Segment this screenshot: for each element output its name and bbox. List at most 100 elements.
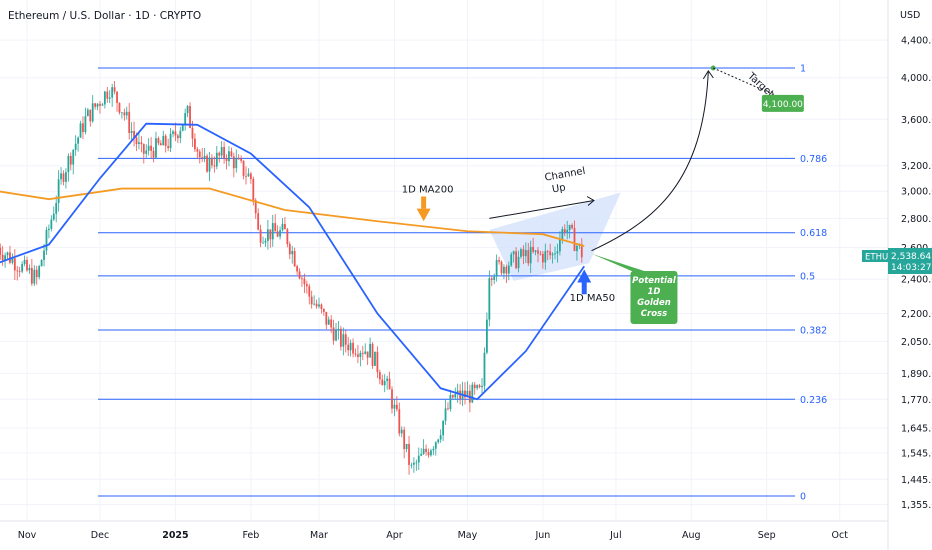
candle-body	[13, 258, 16, 271]
candle-body	[371, 343, 374, 366]
candle-body	[546, 251, 549, 252]
golden-cross-text: 1D	[647, 287, 660, 297]
candle-body	[201, 157, 204, 159]
price-tick-label: 3,000.00	[901, 187, 932, 198]
candle-body	[23, 259, 26, 264]
candle-body	[157, 138, 160, 144]
ticker-badge[interactable]: ETHUSD 2,538.64 14:03:27	[862, 248, 932, 274]
candle-body	[449, 395, 452, 410]
candle-body	[237, 158, 240, 160]
projection-curve	[591, 70, 709, 252]
candle-body	[359, 352, 362, 357]
candle-body	[235, 158, 238, 169]
candle-body	[395, 404, 398, 410]
candle-body	[9, 252, 11, 263]
candle-body	[400, 429, 403, 434]
candle-body	[1, 254, 4, 260]
candle-body	[432, 448, 435, 451]
candle-body	[473, 384, 476, 389]
candle-body	[116, 91, 118, 103]
candle-body	[215, 152, 218, 167]
candle-body	[381, 379, 384, 386]
candle-body	[524, 250, 527, 257]
target-value: 4,100.00	[763, 100, 803, 110]
candle-body	[364, 351, 367, 354]
candle-body	[503, 266, 505, 274]
fib-retracement[interactable]: 1 0.786 0.618 0.5 0.382 0.236 0	[98, 64, 827, 503]
candle-body	[267, 229, 269, 241]
ma50-annotation: 1D MA50	[570, 293, 615, 304]
candle-body	[520, 249, 522, 257]
time-tick-label: Nov	[18, 530, 37, 541]
candle-body	[488, 278, 491, 320]
price-tick-label: 1,445.00	[901, 475, 932, 486]
candle-body	[439, 435, 442, 440]
candle-body	[527, 250, 530, 264]
candle-body	[181, 125, 184, 131]
candle-body	[393, 404, 396, 409]
time-tick-label: Jul	[609, 530, 621, 541]
candle-body	[561, 229, 564, 240]
candle-body	[464, 390, 466, 398]
candle-body	[532, 246, 535, 252]
candle-body	[274, 223, 277, 232]
candle-body	[121, 112, 123, 114]
candle-body	[164, 135, 167, 146]
candle-body	[113, 87, 116, 92]
candle-body	[138, 142, 140, 144]
candle-body	[447, 408, 449, 410]
price-tick-label: 1,890.00	[901, 369, 932, 380]
ma200-annotation: 1D MA200	[402, 185, 454, 196]
candle-body	[135, 137, 138, 144]
candle-body	[228, 151, 230, 162]
candle-body	[220, 147, 223, 156]
candle-body	[35, 269, 38, 278]
candle-body	[128, 111, 131, 133]
candle-body	[352, 342, 354, 354]
candle-body	[408, 443, 410, 465]
candle-body	[269, 229, 272, 240]
candle-body	[162, 135, 165, 146]
candle-body	[512, 251, 515, 255]
candle-body	[515, 251, 517, 269]
target-value-box[interactable]	[761, 94, 804, 112]
candle-body	[142, 144, 145, 154]
candle-body	[398, 409, 401, 434]
candle-body	[218, 152, 221, 156]
price-tick-label: 3,600.00	[901, 115, 932, 126]
candle-body	[420, 453, 423, 456]
candle-body	[191, 127, 194, 139]
candle-body	[388, 378, 391, 390]
candle-body	[279, 230, 281, 237]
golden-cross-box[interactable]	[630, 271, 678, 325]
candle-body	[198, 151, 201, 158]
price-badge-bg	[888, 248, 932, 274]
candle-body	[18, 270, 21, 272]
candle-body	[320, 304, 323, 309]
candle-body	[106, 91, 109, 99]
candle-body	[391, 389, 393, 409]
ma200-line	[0, 187, 585, 247]
candle-body	[342, 334, 345, 347]
fib-label: 0.236	[800, 395, 827, 406]
candle-body	[559, 239, 561, 252]
fib-label: 0	[800, 492, 806, 503]
candle-body	[284, 223, 286, 230]
candle-body	[123, 112, 126, 116]
candle-body	[271, 223, 274, 240]
price-axis[interactable]: 4,400.00 4,000.00 3,600.00 3,200.00 3,000.00…	[901, 36, 932, 511]
candle-body	[434, 442, 437, 449]
candle-body	[225, 158, 228, 162]
candle-body	[130, 131, 133, 133]
candle-body	[94, 103, 97, 107]
candle-body	[549, 251, 552, 256]
candle-body	[483, 352, 486, 386]
time-axis[interactable]: Nov Dec 2025 Feb Mar Apr May Jun Jul Aug Sep Oct	[18, 530, 848, 541]
candle-body	[125, 111, 128, 116]
candle-body	[318, 304, 320, 307]
ma200-arrow-stem	[421, 196, 427, 209]
candle-body	[505, 266, 508, 274]
candle-body	[108, 97, 111, 99]
time-tick-label: Aug	[682, 530, 701, 541]
